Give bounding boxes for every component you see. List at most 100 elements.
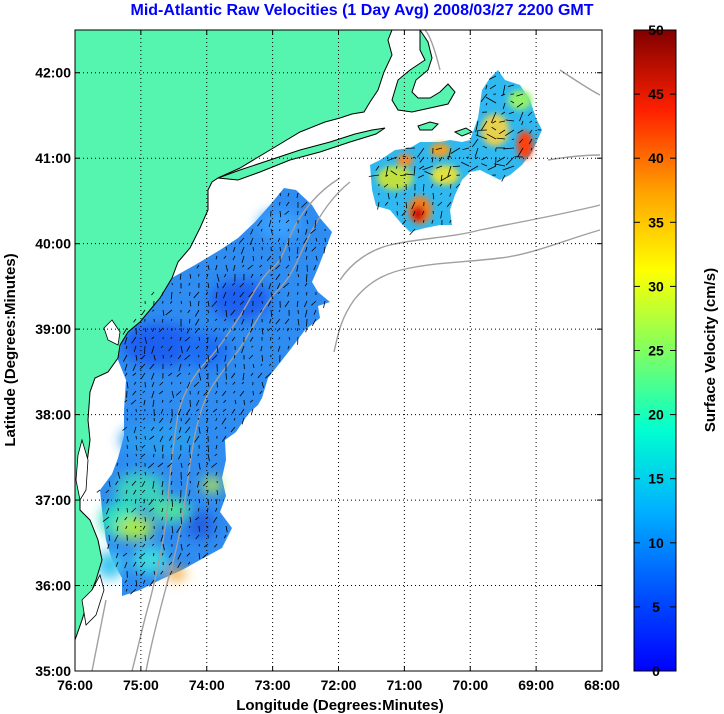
velocity-arrow [476,129,479,137]
velocity-arrow [177,408,182,416]
velocity-arrow [149,534,155,540]
velocity-arrow [133,561,137,567]
velocity-arrow [248,354,254,360]
velocity-arrow [267,300,272,307]
velocity-arrow [432,192,435,200]
velocity-arrow [502,165,515,171]
velocity-arrow [115,516,119,523]
velocity-arrow [260,363,263,367]
velocity-arrow [159,435,164,442]
velocity-arrow [215,255,218,260]
velocity-arrow [197,489,200,494]
velocity-arrow [249,327,254,333]
y-tick-label: 38:00 [35,407,71,423]
velocity-arrow [211,300,218,307]
velocity-arrow [518,138,524,144]
velocity-arrow [285,219,290,224]
velocity-arrow [177,354,182,360]
velocity-arrow [135,444,138,451]
velocity-arrow [140,561,146,568]
velocity-arrow [395,192,398,199]
velocity-arrow [124,363,128,371]
velocity-arrow [241,345,245,354]
velocity-arrow [184,354,191,360]
velocity-arrow [151,381,155,388]
velocity-arrow [124,516,128,521]
velocity-arrow [225,246,228,251]
velocity-arrow [151,372,155,380]
velocity-arrow [180,462,183,468]
velocity-arrow [170,336,173,339]
velocity-arrow [239,282,245,288]
velocity-arrow [178,363,182,372]
velocity-arrow [241,417,245,425]
velocity-arrow [257,372,263,379]
velocity-arrow [115,552,119,559]
velocity-arrow [188,534,191,537]
velocity-arrow [195,516,200,521]
velocity-arrow [474,147,479,158]
velocity-arrow [198,525,200,532]
velocity-arrow [153,354,156,361]
velocity-arrow [297,318,300,326]
velocity-arrow [170,291,173,300]
velocity-arrow [296,255,299,259]
velocity-arrow [303,237,308,244]
y-tick-label: 35:00 [35,663,71,679]
velocity-arrow [196,264,200,269]
velocity-arrow [447,165,452,177]
velocity-arrow [187,561,191,565]
velocity-arrow [224,300,227,306]
velocity-arrow [510,100,515,104]
velocity-arrow [130,588,137,595]
velocity-arrow [122,354,128,362]
velocity-arrow [287,228,290,232]
velocity-arrow [385,165,389,177]
velocity-arrow [141,444,146,449]
velocity-arrow [188,318,191,324]
colorbar-gradient [633,29,677,672]
velocity-arrow [275,273,281,281]
velocity-arrow [467,165,479,173]
velocity-arrow [385,174,389,177]
velocity-arrow [270,228,273,234]
velocity-arrow [251,309,254,313]
velocity-arrow [486,133,497,140]
velocity-arrow [251,282,254,285]
velocity-arrow [122,327,128,335]
velocity-arrow [189,516,192,523]
velocity-arrow [214,309,218,313]
velocity-arrow [521,120,524,126]
velocity-arrow [261,237,264,242]
velocity-arrow [306,291,308,296]
velocity-arrow [186,345,191,352]
velocity-arrow [116,498,119,503]
velocity-arrow [124,336,128,345]
velocity-arrow [485,84,488,90]
velocity-arrow [188,507,191,511]
y-tick-label: 37:00 [35,492,71,508]
velocity-field-region [370,70,542,232]
velocity-arrow [431,219,434,224]
velocity-arrow [400,174,407,177]
velocity-arrow [168,345,173,352]
velocity-arrow [516,102,524,108]
velocity-arrow [106,525,110,529]
velocity-arrow [528,138,533,145]
velocity-arrow [412,210,416,216]
velocity-arrow [297,273,300,278]
velocity-arrow [186,327,191,334]
velocity-arrow [141,489,146,494]
velocity-arrow [122,426,128,431]
velocity-arrow [231,282,236,286]
colorbar-tick-label: 30 [648,278,664,294]
velocity-arrow [241,381,245,385]
velocity-arrow [242,264,245,268]
velocity-arrow [215,507,218,512]
velocity-arrow [185,408,191,416]
velocity-arrow [176,435,182,440]
velocity-arrow [241,327,245,332]
velocity-arrow [179,399,182,403]
velocity-arrow [133,381,137,385]
velocity-arrow [424,171,434,176]
